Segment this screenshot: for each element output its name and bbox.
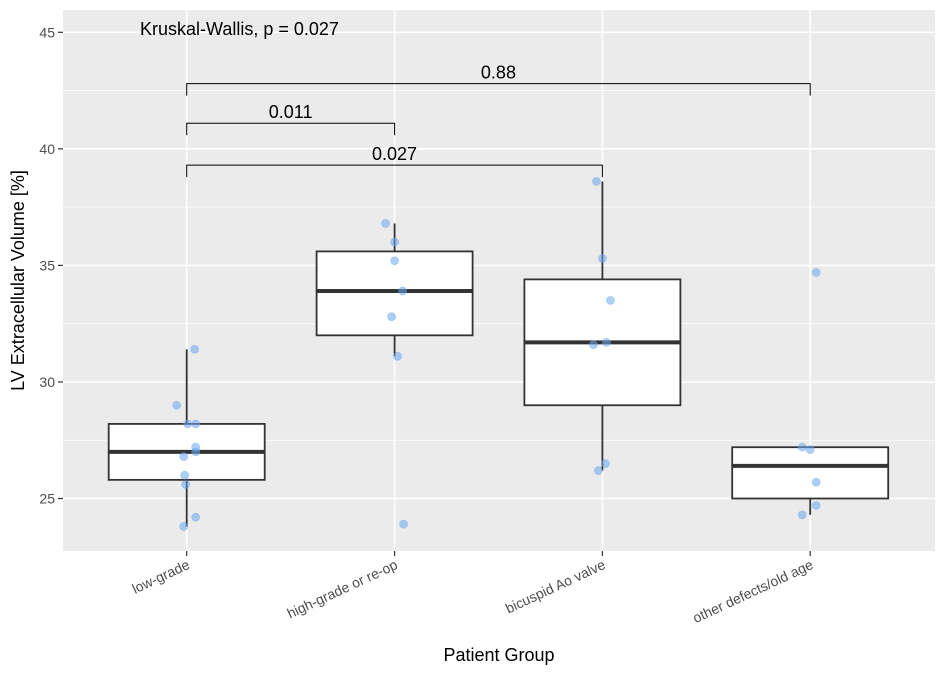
data-point	[183, 419, 192, 429]
data-point	[811, 477, 821, 487]
data-point	[387, 312, 396, 321]
p-value-label: 0.027	[372, 144, 417, 164]
y-axis-title: LV Extracellular Volume [%]	[8, 170, 28, 391]
data-point	[191, 512, 200, 522]
p-value-label: 0.011	[269, 102, 313, 122]
y-tick-label: 30	[39, 374, 55, 390]
data-point	[179, 452, 188, 461]
data-point	[180, 470, 189, 480]
data-point	[601, 459, 610, 468]
data-point	[811, 501, 821, 510]
data-point	[805, 445, 815, 454]
data-point	[592, 177, 601, 186]
data-point	[181, 480, 190, 489]
x-tick-label: other defects/old age	[690, 556, 815, 626]
data-point	[797, 510, 807, 520]
significance-bracket	[186, 122, 396, 136]
x-tick-label: low-grade	[129, 556, 192, 597]
box-iqr	[315, 250, 474, 337]
data-point	[797, 442, 807, 452]
data-point	[390, 256, 399, 266]
data-point	[811, 268, 821, 277]
data-point	[390, 237, 399, 247]
y-tick-label: 35	[39, 257, 55, 273]
data-point	[191, 442, 200, 452]
significance-bracket	[186, 164, 603, 178]
x-axis-title: Patient Group	[443, 645, 554, 665]
data-point	[598, 254, 607, 263]
p-value-label: 0.88	[481, 63, 516, 83]
y-tick-label: 40	[39, 141, 55, 157]
data-point	[393, 352, 402, 361]
data-point	[606, 296, 615, 305]
data-point	[399, 519, 408, 529]
x-tick-label: bicuspid Ao valve	[503, 556, 608, 616]
y-tick-label: 25	[39, 491, 55, 507]
data-point	[594, 466, 603, 475]
y-tick-label: 45	[39, 24, 55, 40]
data-point	[589, 340, 598, 349]
data-point	[398, 286, 407, 296]
data-point	[179, 522, 188, 531]
kruskal-wallis-annotation: Kruskal-Wallis, p = 0.027	[140, 19, 339, 39]
data-point	[172, 400, 181, 410]
data-point	[191, 419, 200, 429]
box-iqr	[731, 446, 890, 500]
data-point	[602, 338, 611, 347]
data-point	[190, 345, 199, 354]
significance-bracket	[186, 83, 811, 96]
x-tick-label: high-grade or re-op	[284, 556, 400, 621]
data-point	[381, 219, 390, 228]
